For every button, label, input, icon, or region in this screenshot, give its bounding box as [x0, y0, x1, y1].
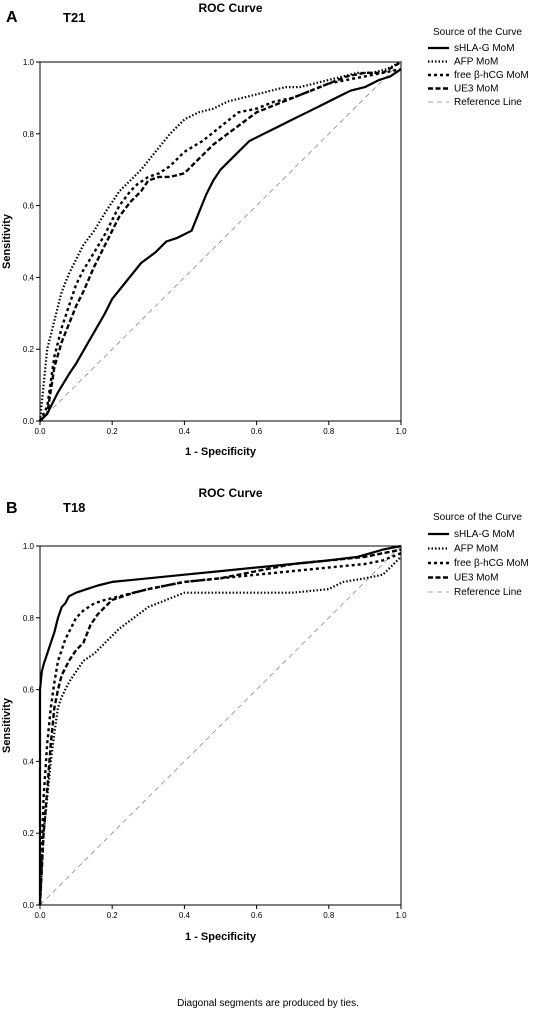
panel-a-series-free-hcg-mom-line: [38, 68, 402, 422]
panel-a-legend-title: Source of the Curve: [433, 27, 522, 38]
panel-a-ytick-label: 0.4: [23, 273, 35, 282]
panel-a-y-axis-label: Sensitivity: [1, 213, 13, 269]
panel-a-series-shla-g-mom-line: [39, 68, 402, 422]
panel-b-ytick-label: 0.8: [23, 614, 35, 623]
panel-b-letter: B: [6, 500, 18, 517]
panel-b-y-axis-label: Sensitivity: [1, 697, 13, 753]
panel-b-series-ue3-mom-line: [38, 548, 402, 906]
panel-b-ytick-label: 1.0: [23, 542, 35, 551]
panel-a-legend-label-afp-mom: AFP MoM: [454, 57, 498, 68]
panel-a-legend-label-ue3-mom: UE3 MoM: [454, 84, 498, 95]
panel-b-ytick-label: 0.0: [23, 901, 35, 910]
panel-b-legend-label-reference-line: Reference Line: [454, 587, 522, 598]
panel-b-xtick-label: 1.0: [395, 911, 407, 920]
panel-a-ytick-label: 0.8: [23, 130, 35, 139]
panel-a-ytick-label: 0.2: [23, 345, 35, 354]
panel-a-xtick-label: 0.8: [323, 427, 335, 436]
panel-b-legend-title: Source of the Curve: [433, 512, 522, 523]
panel-b-series-free-hcg-mom-line: [38, 552, 402, 906]
panel-a-ytick-label: 0.0: [23, 417, 35, 426]
panel-a-x-axis-label: 1 - Specificity: [185, 446, 257, 458]
panel-a-xtick-label: 0.2: [107, 427, 119, 436]
panel-b-xtick-label: 0.2: [107, 911, 119, 920]
panel-b-title: ROC Curve: [198, 486, 262, 500]
panel-b-xtick-label: 0.8: [323, 911, 335, 920]
panel-b-x-axis-label: 1 - Specificity: [185, 931, 257, 943]
panel-b-legend-label-ue3-mom: UE3 MoM: [454, 573, 498, 584]
footnote: Diagonal segments are produced by ties.: [177, 998, 359, 1009]
panel-a-series-reference-line-line: [39, 61, 402, 422]
panel-b-ytick-label: 0.4: [23, 757, 35, 766]
panel-a-title: ROC Curve: [198, 1, 262, 15]
panel-a-xtick-label: 0.4: [179, 427, 191, 436]
panel-b-subtitle: T18: [63, 500, 85, 515]
panel-a-legend-label-shla-g-mom: sHLA-G MoM: [454, 43, 515, 54]
panel-a-letter: A: [6, 9, 18, 26]
panel-b-legend-label-afp-mom: AFP MoM: [454, 544, 498, 555]
panel-a-subtitle: T21: [63, 10, 85, 25]
panel-b-legend-label-free-hcg-mom: free β-hCG MoM: [454, 558, 529, 569]
panel-b-ytick-label: 0.2: [23, 829, 35, 838]
panel-b-series-afp-mom-line: [38, 556, 402, 906]
panel-a-xtick-label: 1.0: [395, 427, 407, 436]
panel-b-xtick-label: 0.6: [251, 911, 263, 920]
panel-a-ytick-label: 0.6: [23, 202, 35, 211]
panel-a-xtick-label: 0.6: [251, 427, 263, 436]
panel-b-xtick-label: 0.4: [179, 911, 191, 920]
panel-a-legend-label-free-hcg-mom: free β-hCG MoM: [454, 70, 529, 81]
panel-a-series-ue3-mom-line: [39, 60, 402, 422]
panel-a-xtick-label: 0.0: [34, 427, 46, 436]
panel-b-ytick-label: 0.6: [23, 686, 35, 695]
panel-b-legend-label-shla-g-mom: sHLA-G MoM: [454, 529, 515, 540]
panel-a-legend-label-reference-line: Reference Line: [454, 97, 522, 108]
panel-a-ytick-label: 1.0: [23, 58, 35, 67]
panel-a-plot-frame: [39, 61, 402, 422]
panel-b-series-reference-line-line: [39, 545, 402, 906]
panel-b-xtick-label: 0.0: [34, 911, 46, 920]
